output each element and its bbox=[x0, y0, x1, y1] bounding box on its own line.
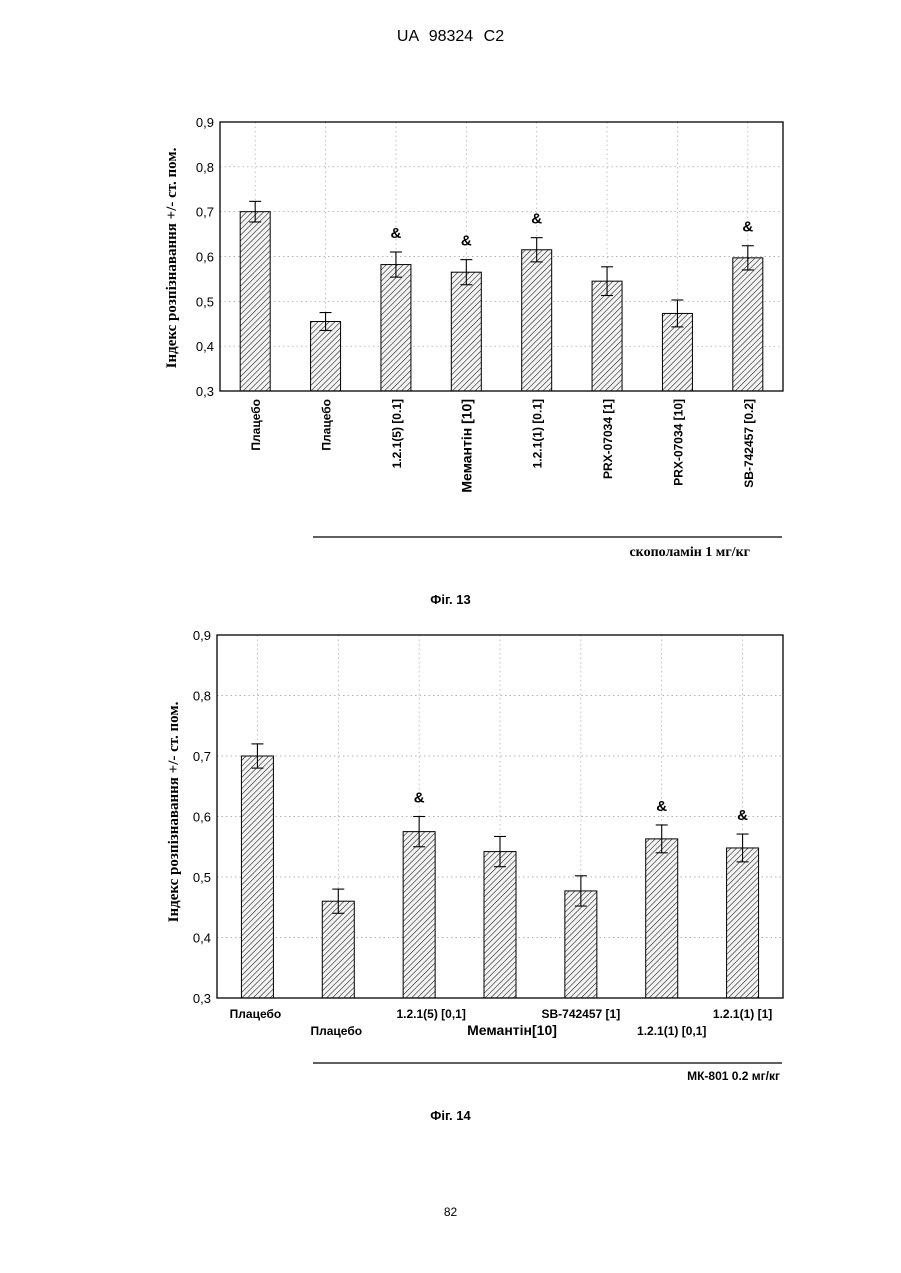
bar bbox=[451, 272, 481, 391]
figure-13-group-label: скополамін 1 мг/кг bbox=[629, 545, 750, 560]
category-label: 1.2.1(1) [1] bbox=[713, 1007, 772, 1021]
page-number: 82 bbox=[0, 1205, 901, 1219]
significance-marker: & bbox=[414, 790, 425, 807]
y-tick-label: 0,8 bbox=[196, 160, 214, 175]
figure-14-y-axis-label: Індекс розпізнавання +/- ст. пом. bbox=[166, 701, 182, 922]
category-label: 1.2.1(1) [0.1] bbox=[531, 399, 545, 468]
bar bbox=[565, 891, 597, 998]
y-tick-label: 0,5 bbox=[193, 870, 211, 885]
category-label: Плацебо bbox=[320, 399, 334, 451]
y-tick-label: 0,9 bbox=[193, 628, 211, 643]
figure-14-group-label: МК-801 0.2 мг/кг bbox=[687, 1069, 780, 1083]
category-label: 1.2.1(5) [0.1] bbox=[390, 399, 404, 468]
category-label: 1.2.1(1) [0,1] bbox=[637, 1024, 706, 1038]
figure-14-caption: Фіг. 14 bbox=[0, 1108, 901, 1123]
y-tick-label: 0,4 bbox=[196, 339, 214, 354]
bar bbox=[381, 265, 411, 391]
bar bbox=[646, 839, 678, 998]
y-tick-label: 0,8 bbox=[193, 689, 211, 704]
y-tick-label: 0,3 bbox=[196, 384, 214, 399]
significance-marker: & bbox=[531, 211, 542, 228]
figure-14-chart: & & & 0,3 0,4 0,5 0,6 0,7 0,8 0,9 Плацебо Плацебо… bbox=[0, 600, 901, 1140]
y-tick-label: 0,7 bbox=[196, 205, 214, 220]
figure-13-y-axis-label: Індекс розпізнавання +/- ст. пом. bbox=[164, 147, 180, 368]
category-label: PRX-07034 [1] bbox=[601, 399, 615, 479]
significance-marker: & bbox=[391, 225, 402, 242]
category-label: Плацебо bbox=[230, 1007, 282, 1021]
bar bbox=[322, 901, 354, 998]
category-label: SB-742457 [0.2] bbox=[742, 399, 756, 488]
bar bbox=[241, 756, 273, 998]
y-tick-label: 0,7 bbox=[193, 749, 211, 764]
bar bbox=[733, 258, 763, 391]
bar bbox=[522, 250, 552, 391]
category-label: SB-742457 [1] bbox=[541, 1007, 620, 1021]
y-tick-label: 0,4 bbox=[193, 931, 211, 946]
bar bbox=[403, 832, 435, 998]
significance-marker: & bbox=[737, 807, 748, 824]
category-label: 1.2.1(5) [0,1] bbox=[396, 1007, 465, 1021]
bar bbox=[240, 212, 270, 391]
bar bbox=[592, 281, 622, 391]
y-tick-label: 0,5 bbox=[196, 294, 214, 309]
category-label: Мемантін [10] bbox=[458, 399, 474, 493]
figure-13-chart: & & & & 0,3 0,4 0,5 0,6 0,7 0,8 0,9 Плацебо Плацеб… bbox=[0, 0, 901, 600]
bar bbox=[311, 322, 341, 391]
y-tick-label: 0,6 bbox=[196, 250, 214, 265]
bar bbox=[727, 848, 759, 998]
figure-13-plot-frame bbox=[220, 122, 783, 391]
y-tick-label: 0,6 bbox=[193, 810, 211, 825]
category-label: Плацебо bbox=[249, 399, 263, 451]
significance-marker: & bbox=[461, 233, 472, 250]
significance-marker: & bbox=[742, 219, 753, 236]
y-tick-label: 0,9 bbox=[196, 115, 214, 130]
bar bbox=[484, 852, 516, 998]
category-label: PRX-07034 [10] bbox=[671, 399, 685, 486]
category-label: Мемантін[10] bbox=[467, 1022, 557, 1038]
category-label: Плацебо bbox=[311, 1024, 363, 1038]
significance-marker: & bbox=[656, 798, 667, 815]
y-tick-label: 0,3 bbox=[193, 991, 211, 1006]
